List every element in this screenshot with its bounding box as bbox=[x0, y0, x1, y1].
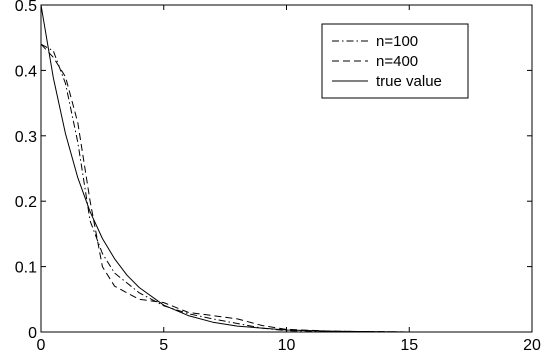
x-tick-label: 20 bbox=[523, 337, 541, 354]
y-tick-label: 0.3 bbox=[15, 129, 37, 146]
x-tick-label: 10 bbox=[278, 337, 296, 354]
y-tick-label: 0.2 bbox=[15, 194, 37, 211]
legend-label: n=100 bbox=[376, 33, 418, 50]
x-tick-label: 0 bbox=[37, 337, 46, 354]
x-tick-label: 5 bbox=[159, 337, 168, 354]
x-tick-label: 15 bbox=[400, 337, 418, 354]
series-layer bbox=[40, 4, 532, 333]
axes: 0 5 10 15 20 0 0.1 0.2 0.3 0.4 0.5 bbox=[15, 0, 541, 354]
series-line-true-value bbox=[40, 4, 532, 333]
legend: n=100 n=400 true value bbox=[321, 23, 469, 99]
legend-label: n=400 bbox=[376, 53, 418, 70]
y-tick-label: 0.4 bbox=[15, 63, 37, 80]
y-tick-label: 0 bbox=[28, 325, 37, 342]
y-tick-label: 0.5 bbox=[15, 0, 37, 15]
y-tick-label: 0.1 bbox=[15, 260, 37, 277]
series-line-n-100 bbox=[40, 43, 532, 333]
legend-label: true value bbox=[376, 73, 442, 90]
